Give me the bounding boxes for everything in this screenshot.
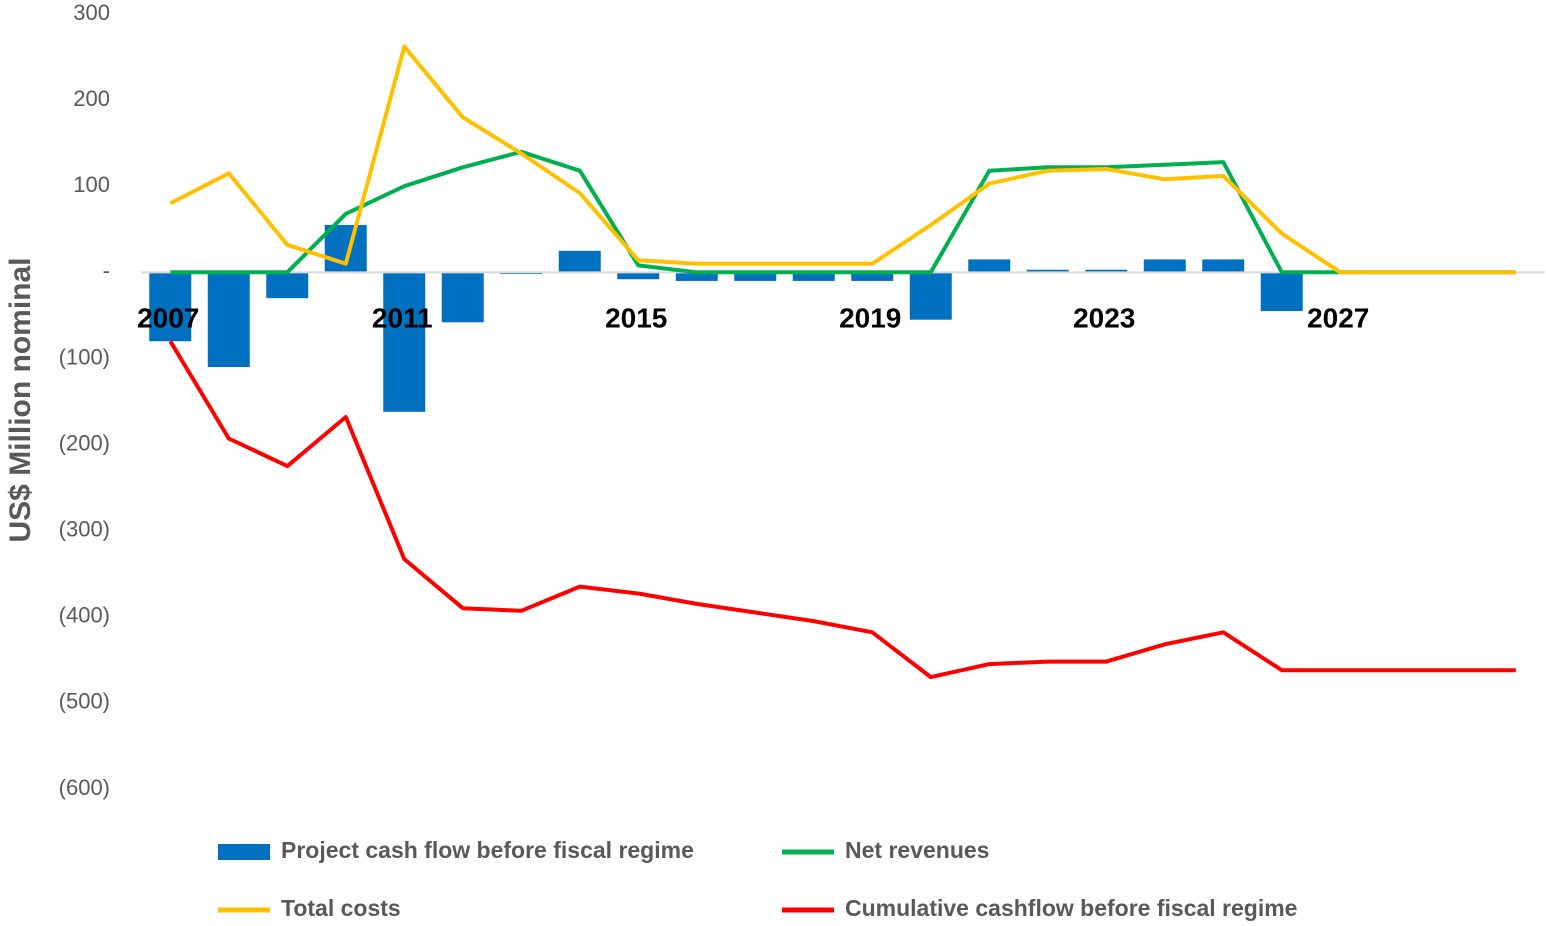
bar xyxy=(1143,259,1186,273)
x-tick-label: 2019 xyxy=(839,302,901,333)
legend-label: Total costs xyxy=(281,895,401,921)
bar xyxy=(558,250,601,273)
x-tick-label: 2027 xyxy=(1307,302,1369,333)
bar xyxy=(851,272,894,281)
x-tick-label: 2015 xyxy=(605,302,667,333)
bar xyxy=(149,272,192,342)
bar xyxy=(1202,259,1245,273)
y-tick-label: (400) xyxy=(59,603,110,628)
line-series xyxy=(168,340,1516,680)
legend-label: Cumulative cashflow before fiscal regime xyxy=(845,895,1297,921)
bar xyxy=(266,272,309,299)
bar xyxy=(734,272,777,281)
bar xyxy=(909,272,952,320)
legend-label: Net revenues xyxy=(845,837,989,863)
legend-swatch xyxy=(218,844,270,860)
line-series xyxy=(170,149,1516,275)
bar xyxy=(1260,272,1303,312)
y-tick-label: (100) xyxy=(59,344,110,369)
bar xyxy=(1026,269,1069,273)
y-tick-label: 100 xyxy=(73,172,110,197)
x-tick-label: 2011 xyxy=(372,302,433,333)
bar xyxy=(1085,269,1128,273)
bar xyxy=(207,272,250,368)
x-tick-label: 2007 xyxy=(137,302,199,333)
y-tick-label: - xyxy=(103,258,110,283)
bar xyxy=(617,272,660,280)
y-tick-label: (600) xyxy=(59,775,110,800)
bar xyxy=(792,272,835,281)
legend-label: Project cash flow before fiscal regime xyxy=(281,837,694,863)
y-tick-label: (300) xyxy=(59,516,110,541)
x-tick-label: 2023 xyxy=(1073,302,1135,333)
bar xyxy=(675,272,718,281)
y-tick-label: 200 xyxy=(73,86,110,111)
y-tick-label: (500) xyxy=(59,689,110,714)
line-series xyxy=(169,44,1516,275)
bar xyxy=(968,259,1011,273)
y-axis-label: US$ Million nominal xyxy=(4,257,37,542)
bar xyxy=(383,272,426,412)
y-tick-label: (200) xyxy=(59,430,110,455)
y-tick-label: 300 xyxy=(73,0,110,25)
bar xyxy=(441,272,484,323)
